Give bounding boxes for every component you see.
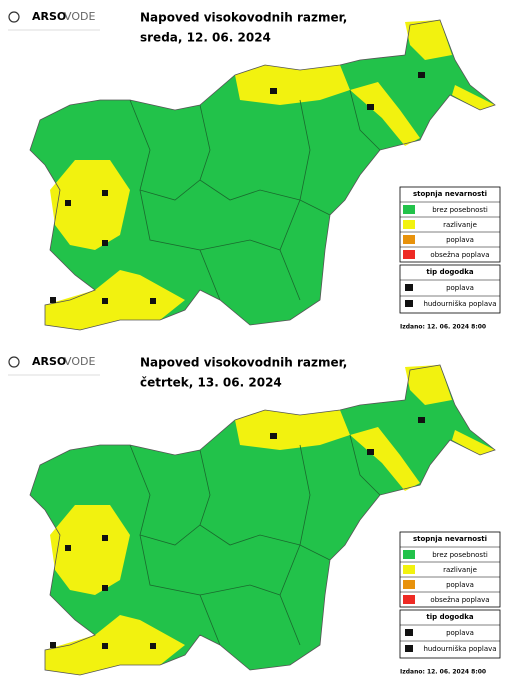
event-icon xyxy=(405,645,413,652)
event-label: poplava xyxy=(446,284,474,292)
legend-label: obsežna poplava xyxy=(430,596,489,604)
legend: stopnja nevarnosti brez posebnosti razliva… xyxy=(399,531,501,659)
event-box xyxy=(399,264,501,314)
legend-label: poplava xyxy=(446,581,474,589)
legend-label: obsežna poplava xyxy=(430,251,489,259)
legend-label: brez posebnosti xyxy=(432,206,488,214)
legend-box xyxy=(399,531,501,608)
legend-swatch xyxy=(403,205,415,214)
legend-label: poplava xyxy=(446,236,474,244)
event-icon xyxy=(405,300,413,307)
date: sreda, 12. 06. 2024 xyxy=(140,31,271,45)
legend-title: stopnja nevarnosti xyxy=(413,535,487,543)
legend-swatch xyxy=(403,550,415,559)
event-icon xyxy=(405,284,413,291)
event-label: hudourniška poplava xyxy=(423,645,496,653)
legend-title: stopnja nevarnosti xyxy=(413,190,487,198)
logo-section: VODE xyxy=(64,10,95,23)
date: četrtek, 13. 06. 2024 xyxy=(140,376,282,390)
logo-icon xyxy=(8,356,20,368)
event-label: poplava xyxy=(446,629,474,637)
legend-swatch xyxy=(403,250,415,259)
legend-label: razlivanje xyxy=(443,221,477,229)
logo-section: VODE xyxy=(64,355,95,368)
issued: Izdano: 12. 06. 2024 8:00 xyxy=(400,669,486,676)
legend-swatch xyxy=(403,580,415,589)
logo-brand: ARSO xyxy=(32,10,66,23)
legend-box xyxy=(399,186,501,263)
event-box xyxy=(399,609,501,659)
legend-swatch xyxy=(403,220,415,229)
legend-swatch xyxy=(403,595,415,604)
legend: stopnja nevarnosti brez posebnosti razliva… xyxy=(399,186,501,314)
logo-icon xyxy=(8,11,20,23)
legend-label: brez posebnosti xyxy=(432,551,488,559)
legend-label: razlivanje xyxy=(443,566,477,574)
event-icon xyxy=(405,629,413,636)
issued: Izdano: 12. 06. 2024 8:00 xyxy=(400,324,486,331)
legend-swatch xyxy=(403,565,415,574)
title: Napoved visokovodnih razmer, xyxy=(140,11,347,25)
event-title: tip dogodka xyxy=(426,268,473,276)
logo-brand: ARSO xyxy=(32,355,66,368)
event-label: hudourniška poplava xyxy=(423,300,496,308)
title: Napoved visokovodnih razmer, xyxy=(140,356,347,370)
event-title: tip dogodka xyxy=(426,613,473,621)
legend-swatch xyxy=(403,235,415,244)
